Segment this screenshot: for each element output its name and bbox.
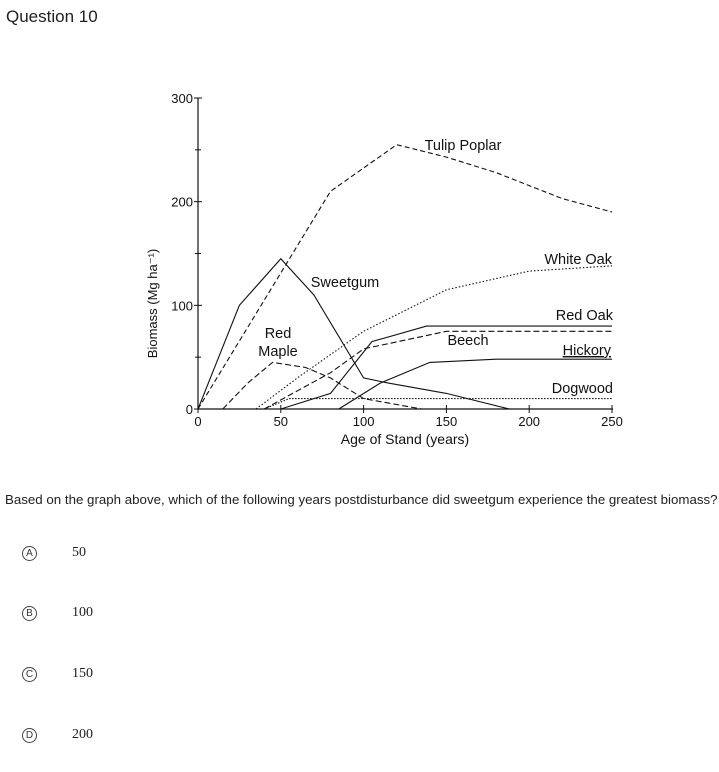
y-axis-label: Biomass (Mg ha⁻¹) — [145, 249, 160, 358]
y-tick-label: 200 — [171, 195, 193, 210]
series-line-red-maple — [222, 361, 422, 410]
series-line-dogwood — [263, 398, 612, 410]
series-line-beech — [263, 330, 612, 410]
series-label-beech: Beech — [447, 333, 488, 349]
choice-b-label: 100 — [72, 605, 93, 620]
question-title: Question 10 — [6, 7, 98, 26]
choice-a-radio[interactable]: A — [22, 545, 37, 561]
x-tick-label: 0 — [194, 414, 201, 429]
series-line-tulip-poplar — [197, 144, 613, 410]
series-label-red-maple: Red — [265, 326, 292, 342]
x-tick-label: 100 — [353, 414, 375, 429]
series-line-white-oak — [255, 265, 613, 410]
y-tick-label: 300 — [171, 91, 193, 106]
biomass-line-chart: 0 100 200 300 0 50 100 150 200 250 Age of Stand (y… — [145, 91, 623, 447]
choice-c-radio[interactable]: C — [22, 666, 37, 682]
series-label-white-oak: White Oak — [544, 252, 612, 268]
series-line-hickory — [338, 358, 612, 410]
series-label-red-maple: Maple — [258, 344, 298, 360]
x-tick-label: 150 — [436, 414, 458, 429]
choice-a[interactable]: A 50 — [22, 542, 86, 564]
x-tick-label: 250 — [601, 414, 623, 429]
choice-b-radio[interactable]: B — [22, 605, 37, 621]
x-tick-label: 50 — [274, 414, 288, 429]
series-label-red-oak: Red Oak — [556, 308, 614, 324]
series-label-tulip-poplar: Tulip Poplar — [425, 138, 502, 154]
x-axis-label: Age of Stand (years) — [341, 431, 469, 447]
choice-b[interactable]: B 100 — [22, 602, 93, 624]
choice-a-label: 50 — [72, 545, 86, 560]
choice-d-label: 200 — [72, 727, 93, 742]
y-tick-label: 100 — [171, 298, 193, 313]
series-label-hickory: Hickory — [563, 343, 612, 359]
x-tick-label: 200 — [518, 414, 540, 429]
choice-d-radio[interactable]: D — [22, 727, 37, 743]
y-tick-label: 0 — [186, 402, 193, 417]
choice-c[interactable]: C 150 — [22, 663, 93, 685]
choice-c-label: 150 — [72, 666, 93, 681]
series-label-sweetgum: Sweetgum — [311, 275, 380, 291]
series-label-dogwood: Dogwood — [552, 381, 613, 397]
question-prompt: Based on the graph above, which of the f… — [5, 492, 718, 507]
series-line-sweetgum — [197, 257, 510, 410]
choice-d[interactable]: D 200 — [22, 724, 93, 746]
